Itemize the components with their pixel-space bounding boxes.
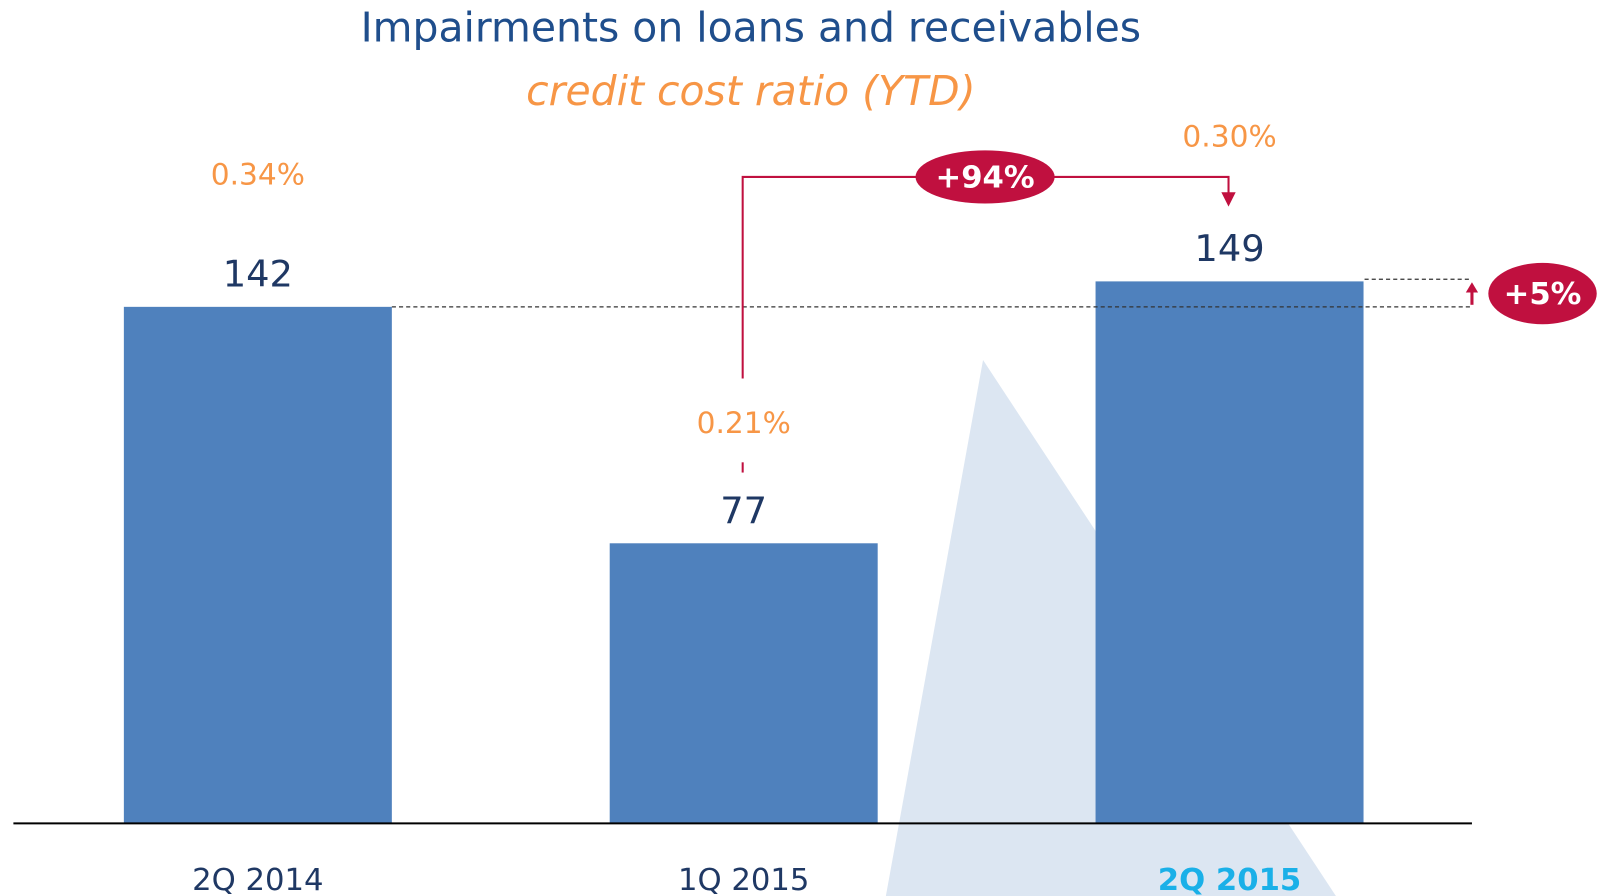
chart-subtitle: credit cost ratio (YTD)	[526, 67, 975, 115]
connector	[741, 175, 1230, 379]
ratio-label: 0.30%	[1182, 119, 1276, 154]
badge	[1488, 262, 1597, 325]
ratio-label: 0.34%	[211, 156, 305, 191]
bars	[123, 281, 1364, 824]
badge	[915, 150, 1055, 204]
bar	[1095, 281, 1364, 824]
annotation: +94%	[936, 160, 1035, 195]
arrow	[1465, 282, 1479, 293]
value-label: 77	[720, 489, 767, 532]
chart-title: Impairments on loans and receivables	[361, 4, 1142, 52]
value-label: 142	[223, 253, 293, 296]
ratio-label: 0.21%	[697, 405, 791, 440]
annotation: +5%	[1504, 277, 1582, 312]
arrow	[1221, 192, 1236, 207]
x-tick-label: 1Q 2015	[678, 863, 809, 896]
value-label: 149	[1194, 227, 1264, 270]
x-tick-label: 2Q 2014	[192, 863, 323, 896]
bar	[609, 543, 878, 824]
bar	[123, 306, 392, 824]
x-tick-label: 2Q 2015	[1158, 863, 1301, 896]
